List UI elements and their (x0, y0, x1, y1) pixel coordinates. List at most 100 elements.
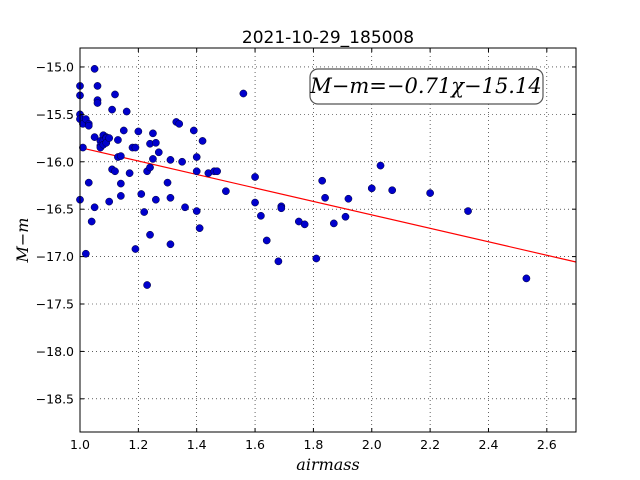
y-tick-label: −16.0 (36, 154, 74, 169)
y-tick-label: −16.5 (36, 202, 74, 217)
data-point (93, 82, 102, 90)
data-point (137, 190, 146, 198)
data-point (251, 198, 259, 207)
data-point (222, 187, 230, 196)
x-tick-label: 2.0 (362, 437, 382, 452)
data-point (131, 245, 140, 253)
data-point (329, 219, 338, 228)
data-point (131, 143, 140, 152)
data-point (189, 126, 198, 135)
data-point (376, 161, 385, 170)
data-point (116, 179, 125, 188)
data-point (81, 249, 90, 258)
data-point (178, 157, 186, 166)
y-tick-label: −18.5 (36, 391, 74, 406)
annotation-border (309, 68, 544, 105)
data-point (321, 193, 329, 202)
data-point (195, 224, 204, 232)
plot-frame (79, 47, 577, 433)
data-point (140, 208, 149, 216)
x-tick-label: 2.4 (479, 437, 499, 452)
data-point (166, 156, 175, 164)
data-point (154, 148, 163, 157)
data-point (213, 167, 221, 176)
annotation-box: M−m=−0.71χ−15.14 (309, 68, 544, 105)
data-point (175, 120, 184, 128)
data-point (464, 207, 472, 215)
data-point (277, 204, 286, 213)
y-tick-label: −15.5 (36, 107, 74, 122)
data-point (152, 195, 160, 204)
data-point (105, 134, 114, 142)
data-point (114, 136, 122, 144)
data-point (239, 89, 248, 98)
data-point (79, 143, 87, 152)
data-point (367, 184, 376, 193)
data-point (274, 257, 283, 266)
data-point (90, 65, 99, 73)
x-tick-label: 1.0 (70, 437, 90, 452)
x-tick-label: 1.2 (128, 437, 148, 452)
data-point (146, 163, 154, 172)
data-point (198, 137, 207, 145)
data-point (166, 193, 175, 202)
data-point (312, 254, 321, 263)
data-point (122, 107, 131, 116)
fit-line-group (79, 146, 577, 263)
data-point (149, 155, 157, 163)
fit-line (79, 146, 577, 263)
data-point (257, 211, 265, 220)
x-tick-label: 2.2 (420, 437, 440, 452)
data-point (125, 169, 134, 178)
data-point (149, 129, 157, 138)
data-point (93, 99, 102, 107)
data-point (111, 167, 119, 176)
data-point (341, 212, 350, 221)
data-point (84, 178, 93, 187)
x-tick-label: 1.6 (245, 437, 265, 452)
y-tick-label: −15.0 (36, 59, 74, 74)
data-point (192, 153, 201, 161)
data-points (76, 65, 531, 289)
data-point (300, 220, 309, 229)
data-point (192, 167, 201, 176)
grid (79, 48, 576, 432)
fit-equation: M−m=−0.71χ−15.14 (309, 74, 541, 98)
data-point (143, 281, 151, 289)
data-point (116, 192, 125, 200)
data-point (344, 194, 353, 203)
data-point (181, 203, 189, 212)
data-point (87, 217, 96, 226)
data-point (105, 197, 114, 206)
y-tick-label: −17.5 (36, 297, 74, 312)
data-point (108, 105, 116, 114)
chart-title: 2021-10-29_185008 (242, 28, 414, 48)
data-point (426, 189, 434, 197)
data-point (163, 178, 172, 187)
data-point (192, 207, 201, 215)
data-point (111, 90, 119, 99)
x-tick-label: 1.8 (303, 437, 323, 452)
data-point (90, 203, 99, 212)
data-point (116, 152, 125, 160)
data-point (166, 240, 175, 249)
data-point (134, 127, 143, 136)
x-tick-label: 1.4 (187, 437, 207, 452)
x-axis-label: airmass (296, 455, 359, 474)
data-point (146, 230, 154, 239)
data-point (522, 274, 531, 283)
y-tick-label: −18.0 (36, 344, 74, 359)
data-point (84, 121, 93, 130)
data-point (152, 138, 160, 147)
data-point (318, 176, 327, 185)
x-tick-label: 2.6 (537, 437, 557, 452)
y-axis-label: M−m (13, 218, 32, 264)
data-point (388, 186, 397, 195)
y-tick-label: −17.0 (36, 249, 74, 264)
data-point (119, 126, 128, 135)
ticks: 1.0 1.2 1.4 1.6 1.8 2.0 2.2 2.4 2.6 −15.0 −15.5 −16… (36, 48, 576, 452)
data-point (90, 133, 99, 141)
data-point (262, 236, 271, 245)
data-point (251, 173, 259, 181)
